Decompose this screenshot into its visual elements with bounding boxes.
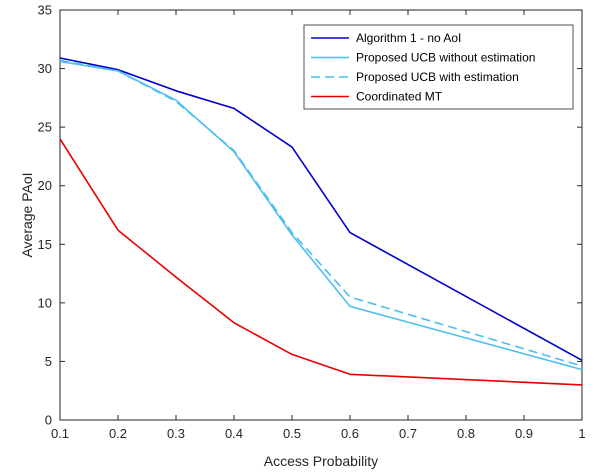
y-tick-label: 35 <box>38 3 52 18</box>
y-tick-label: 20 <box>38 178 52 193</box>
x-tick-label: 0.2 <box>109 426 127 441</box>
x-tick-label: 0.5 <box>283 426 301 441</box>
y-tick-label: 25 <box>38 120 52 135</box>
y-axis-ticks: 0 5 10 15 20 25 30 35 <box>38 3 582 428</box>
y-tick-label: 10 <box>38 295 52 310</box>
x-tick-label: 0.9 <box>515 426 533 441</box>
legend: Algorithm 1 - no AoI Proposed UCB without… <box>303 24 574 110</box>
series-line-4 <box>59 138 583 386</box>
legend-entries: Algorithm 1 - no AoI Proposed UCB without… <box>311 31 535 104</box>
x-axis-label: Access Probability <box>264 453 378 469</box>
series-lines <box>59 57 583 386</box>
y-tick-label: 5 <box>45 354 52 369</box>
y-axis-label: Average PAoI <box>19 172 35 257</box>
legend-label-3: Proposed UCB with estimation <box>356 70 519 84</box>
legend-box <box>303 24 574 110</box>
y-tick-label: 0 <box>45 413 52 428</box>
x-tick-label: 0.8 <box>457 426 475 441</box>
x-tick-label: 1 <box>578 426 585 441</box>
x-axis-ticks: 0.1 0.2 0.3 0.4 0.5 0.6 0.7 0.8 0.9 1 <box>51 10 586 441</box>
y-tick-label: 15 <box>38 237 52 252</box>
x-tick-label: 0.1 <box>51 426 69 441</box>
series-line-1 <box>59 57 583 362</box>
y-tick-label: 30 <box>38 61 52 76</box>
x-tick-label: 0.6 <box>341 426 359 441</box>
x-tick-label: 0.7 <box>399 426 417 441</box>
legend-label-4: Coordinated MT <box>356 90 443 104</box>
legend-label-2: Proposed UCB without estimation <box>356 51 535 65</box>
x-tick-label: 0.4 <box>225 426 243 441</box>
x-tick-label: 0.3 <box>167 426 185 441</box>
series-line-3 <box>59 59 583 367</box>
legend-label-1: Algorithm 1 - no AoI <box>356 31 461 45</box>
